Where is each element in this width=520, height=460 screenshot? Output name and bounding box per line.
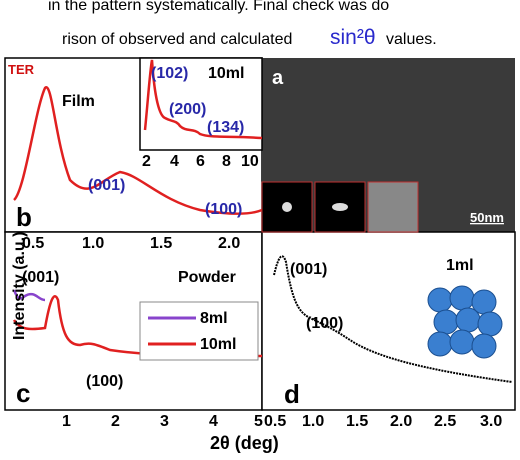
peak-label: (001) — [88, 177, 125, 194]
page: in the pattern systematically. Final che… — [0, 0, 520, 455]
y-axis-label: Intensity (a.u.) — [11, 232, 28, 340]
label: Powder — [178, 269, 236, 286]
ticks: 0.5 1.0 1.5 2.0 2.5 3.0 — [264, 413, 502, 430]
peak-label: (100) — [205, 201, 242, 218]
text-line: values. — [386, 31, 437, 48]
tick-label: 2 — [111, 413, 120, 430]
tick-label: 10 — [241, 153, 259, 170]
peak-label: (100) — [86, 373, 123, 390]
scale-bar: 50nm — [470, 210, 504, 225]
image-inset — [368, 182, 418, 232]
panel-letter: b — [16, 202, 32, 232]
tick-label: 4 — [209, 413, 218, 430]
legend-label: 8ml — [200, 310, 228, 327]
tick-label: 6 — [196, 153, 205, 170]
peak-label: (102) — [151, 65, 188, 82]
peak-label: (001) — [290, 261, 327, 278]
legend — [140, 302, 258, 360]
tick-label: 1 — [62, 413, 71, 430]
tick-label: 0.5 — [264, 413, 286, 430]
panel-letter: d — [284, 379, 300, 409]
label: 10ml — [208, 65, 244, 82]
text-line: rison of observed and calculated — [62, 31, 292, 48]
peak-label: (200) — [169, 101, 206, 118]
tick-label: 1.0 — [302, 413, 324, 430]
panel-letter: c — [16, 378, 30, 408]
label: 1ml — [446, 257, 474, 274]
tick-label: 2.0 — [218, 235, 240, 252]
formula: sin²θ — [330, 26, 376, 49]
tick-label: 1.0 — [82, 235, 104, 252]
tick-label: 2 — [142, 153, 151, 170]
legend-label: 10ml — [200, 336, 236, 353]
label: TER — [8, 62, 35, 77]
tick-label: 2.0 — [390, 413, 412, 430]
tick-label: 2.5 — [434, 413, 456, 430]
panel-letter: a — [272, 67, 284, 89]
peak-label: (100) — [306, 315, 343, 332]
x-axis-label: 2θ (deg) — [210, 433, 279, 453]
peak-label: (134) — [207, 119, 244, 136]
tick-label: 3.0 — [480, 413, 502, 430]
tick-label: 4 — [170, 153, 179, 170]
tick-label: 1.5 — [346, 413, 368, 430]
ticks: 1 2 3 4 5 — [62, 413, 263, 430]
tick-label: 8 — [222, 153, 231, 170]
fft-spot — [332, 203, 348, 211]
tick-label: 1.5 — [150, 235, 172, 252]
tick-label: 3 — [160, 413, 169, 430]
fft-spot — [282, 202, 292, 212]
tick-label: 5 — [254, 413, 263, 430]
label: Film — [62, 93, 95, 110]
sphere-model — [428, 286, 502, 358]
text-line: in the pattern systematically. Final che… — [48, 0, 389, 14]
